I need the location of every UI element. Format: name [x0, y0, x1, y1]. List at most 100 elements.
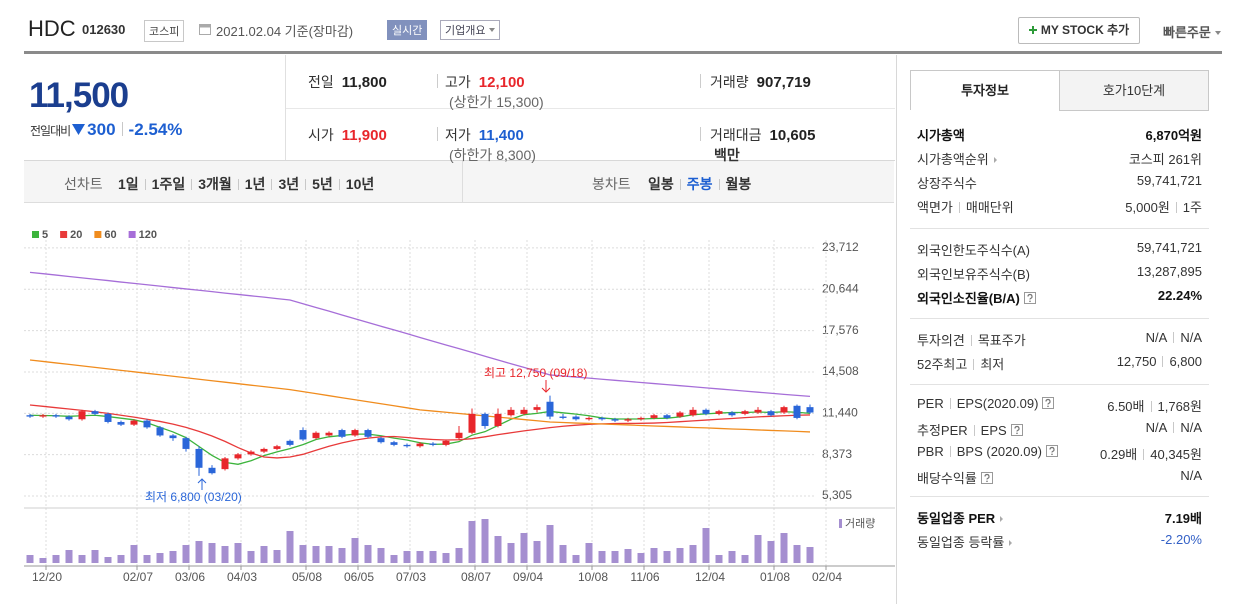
info-tab[interactable]: 투자정보	[910, 70, 1060, 110]
volume-bar	[169, 551, 177, 563]
candle-body	[143, 420, 151, 428]
volume-bar	[416, 551, 424, 563]
info-value-part: N/A	[1145, 330, 1168, 345]
candle-body	[741, 411, 749, 414]
line-option[interactable]: 1주일	[151, 176, 186, 192]
volume-bar	[468, 521, 476, 563]
info-value-part: 1주	[1182, 200, 1202, 215]
stat: 저가 11,400 (하한가 8,300)	[445, 125, 536, 163]
candle-option[interactable]: 일봉	[648, 176, 674, 192]
candle-body	[767, 411, 775, 416]
quick-order-label: 빠른주문	[1163, 25, 1211, 40]
line-option[interactable]: 10년	[345, 176, 375, 192]
info-label: 외국인소진율(B/A)	[917, 288, 1036, 307]
stat-value: 907,719	[756, 74, 811, 91]
info-tab[interactable]: 호가10단계	[1059, 70, 1209, 111]
info-label: PBR BPS (2020.09)	[917, 444, 1059, 459]
candle-body	[182, 438, 190, 449]
divider	[700, 127, 701, 141]
x-tick-label: 09/04	[513, 570, 543, 584]
x-tick-label: 11/06	[630, 570, 659, 584]
stat: 전일 11,800	[308, 72, 387, 92]
stat-label: 전일	[308, 74, 334, 90]
stock-code: 012630	[82, 22, 126, 37]
quick-order[interactable]: 빠른주문	[1163, 22, 1221, 41]
candle-body	[377, 438, 385, 443]
candle-body	[806, 407, 814, 413]
volume-bar	[481, 519, 489, 563]
line-option[interactable]: 5년	[312, 176, 333, 192]
volume-bar	[390, 555, 398, 563]
help-icon[interactable]	[980, 472, 993, 484]
candle-body	[52, 415, 60, 417]
legend-label: 5	[42, 229, 48, 241]
volume-bar	[325, 546, 333, 563]
info-value-part: N/A	[1145, 420, 1168, 435]
tab-group-label: 봉차트	[592, 176, 631, 192]
mystock-button[interactable]: MY STOCK 추가	[1018, 17, 1140, 44]
section-divider	[910, 318, 1209, 319]
info-label-part: 목표주가	[977, 333, 1026, 348]
info-label-part: PER	[917, 396, 944, 411]
info-value-part: N/A	[1180, 330, 1202, 345]
candle-body	[689, 409, 697, 416]
info-label: PER EPS(2020.09)	[917, 396, 1055, 411]
x-tick-label: 03/06	[175, 570, 205, 584]
help-icon[interactable]	[1010, 424, 1023, 436]
candle-body	[364, 430, 372, 437]
line-option[interactable]: 3개월	[198, 176, 232, 192]
x-tick-label: 01/08	[760, 570, 790, 584]
realtime-badge[interactable]: 실시간	[387, 20, 428, 40]
candle-body	[130, 420, 138, 425]
stat-value: 12,100	[478, 74, 525, 91]
high-annotation: 최고 12,750 (09/18)	[484, 366, 587, 380]
stat-value: 10,605	[769, 127, 816, 144]
volume-bar	[91, 550, 99, 563]
info-label: 동일업종 등락률	[917, 532, 1013, 551]
moving-average	[29, 359, 811, 433]
section-divider	[910, 228, 1209, 229]
candle-body	[715, 411, 723, 414]
legend-label: 120	[139, 229, 157, 241]
volume-bar	[143, 555, 151, 563]
candle-body	[650, 415, 658, 418]
volume-bar	[572, 555, 580, 563]
line-option[interactable]: 1년	[244, 176, 266, 192]
divider	[286, 108, 895, 109]
divider	[285, 55, 286, 160]
candle-body	[455, 432, 463, 439]
candle-body	[676, 412, 684, 417]
chart: 23,712 20,644 17,576 14,508 11,440 8,373 5,305…	[24, 229, 895, 584]
x-tick-label: 08/07	[461, 570, 491, 584]
candle-body	[221, 458, 229, 470]
line-option[interactable]: 1일	[118, 176, 139, 192]
info-label-part: PBR	[917, 444, 944, 459]
info-value-part: 12,750	[1116, 354, 1157, 369]
candle-body	[65, 416, 73, 420]
info-label-part: 동일업종 PER	[917, 511, 996, 526]
info-label-part: 최저	[980, 357, 1005, 372]
info-label: 시가총액순위	[917, 149, 997, 168]
volume-bar	[208, 543, 216, 563]
candle-body	[728, 412, 736, 416]
candle-body	[390, 442, 398, 445]
line-option[interactable]: 3년	[278, 176, 300, 192]
overview-button[interactable]: 기업개요	[440, 20, 501, 40]
info-value: 22.24%	[1000, 288, 1202, 303]
down-icon	[72, 124, 86, 135]
volume-bar	[676, 548, 684, 563]
divider	[462, 161, 463, 203]
x-tick-label: 06/05	[344, 570, 374, 584]
stat-note: (상한가 15,300)	[449, 94, 544, 110]
info-label-part: 시가총액순위	[917, 152, 989, 167]
section-divider	[910, 496, 1209, 497]
info-value-part: 코스피 261위	[1128, 152, 1202, 167]
info-label-part: 외국인한도주식수(A)	[917, 243, 1031, 258]
candle-option[interactable]: 월봉	[725, 176, 752, 192]
help-icon[interactable]	[1046, 445, 1059, 457]
line-options: 1일 1주일 3개월 1년 3년 5년 10년	[118, 174, 374, 194]
help-icon[interactable]	[1023, 292, 1036, 304]
candle-option[interactable]: 주봉	[686, 176, 713, 192]
legend-label: 20	[70, 229, 82, 241]
help-icon[interactable]	[1042, 397, 1055, 409]
